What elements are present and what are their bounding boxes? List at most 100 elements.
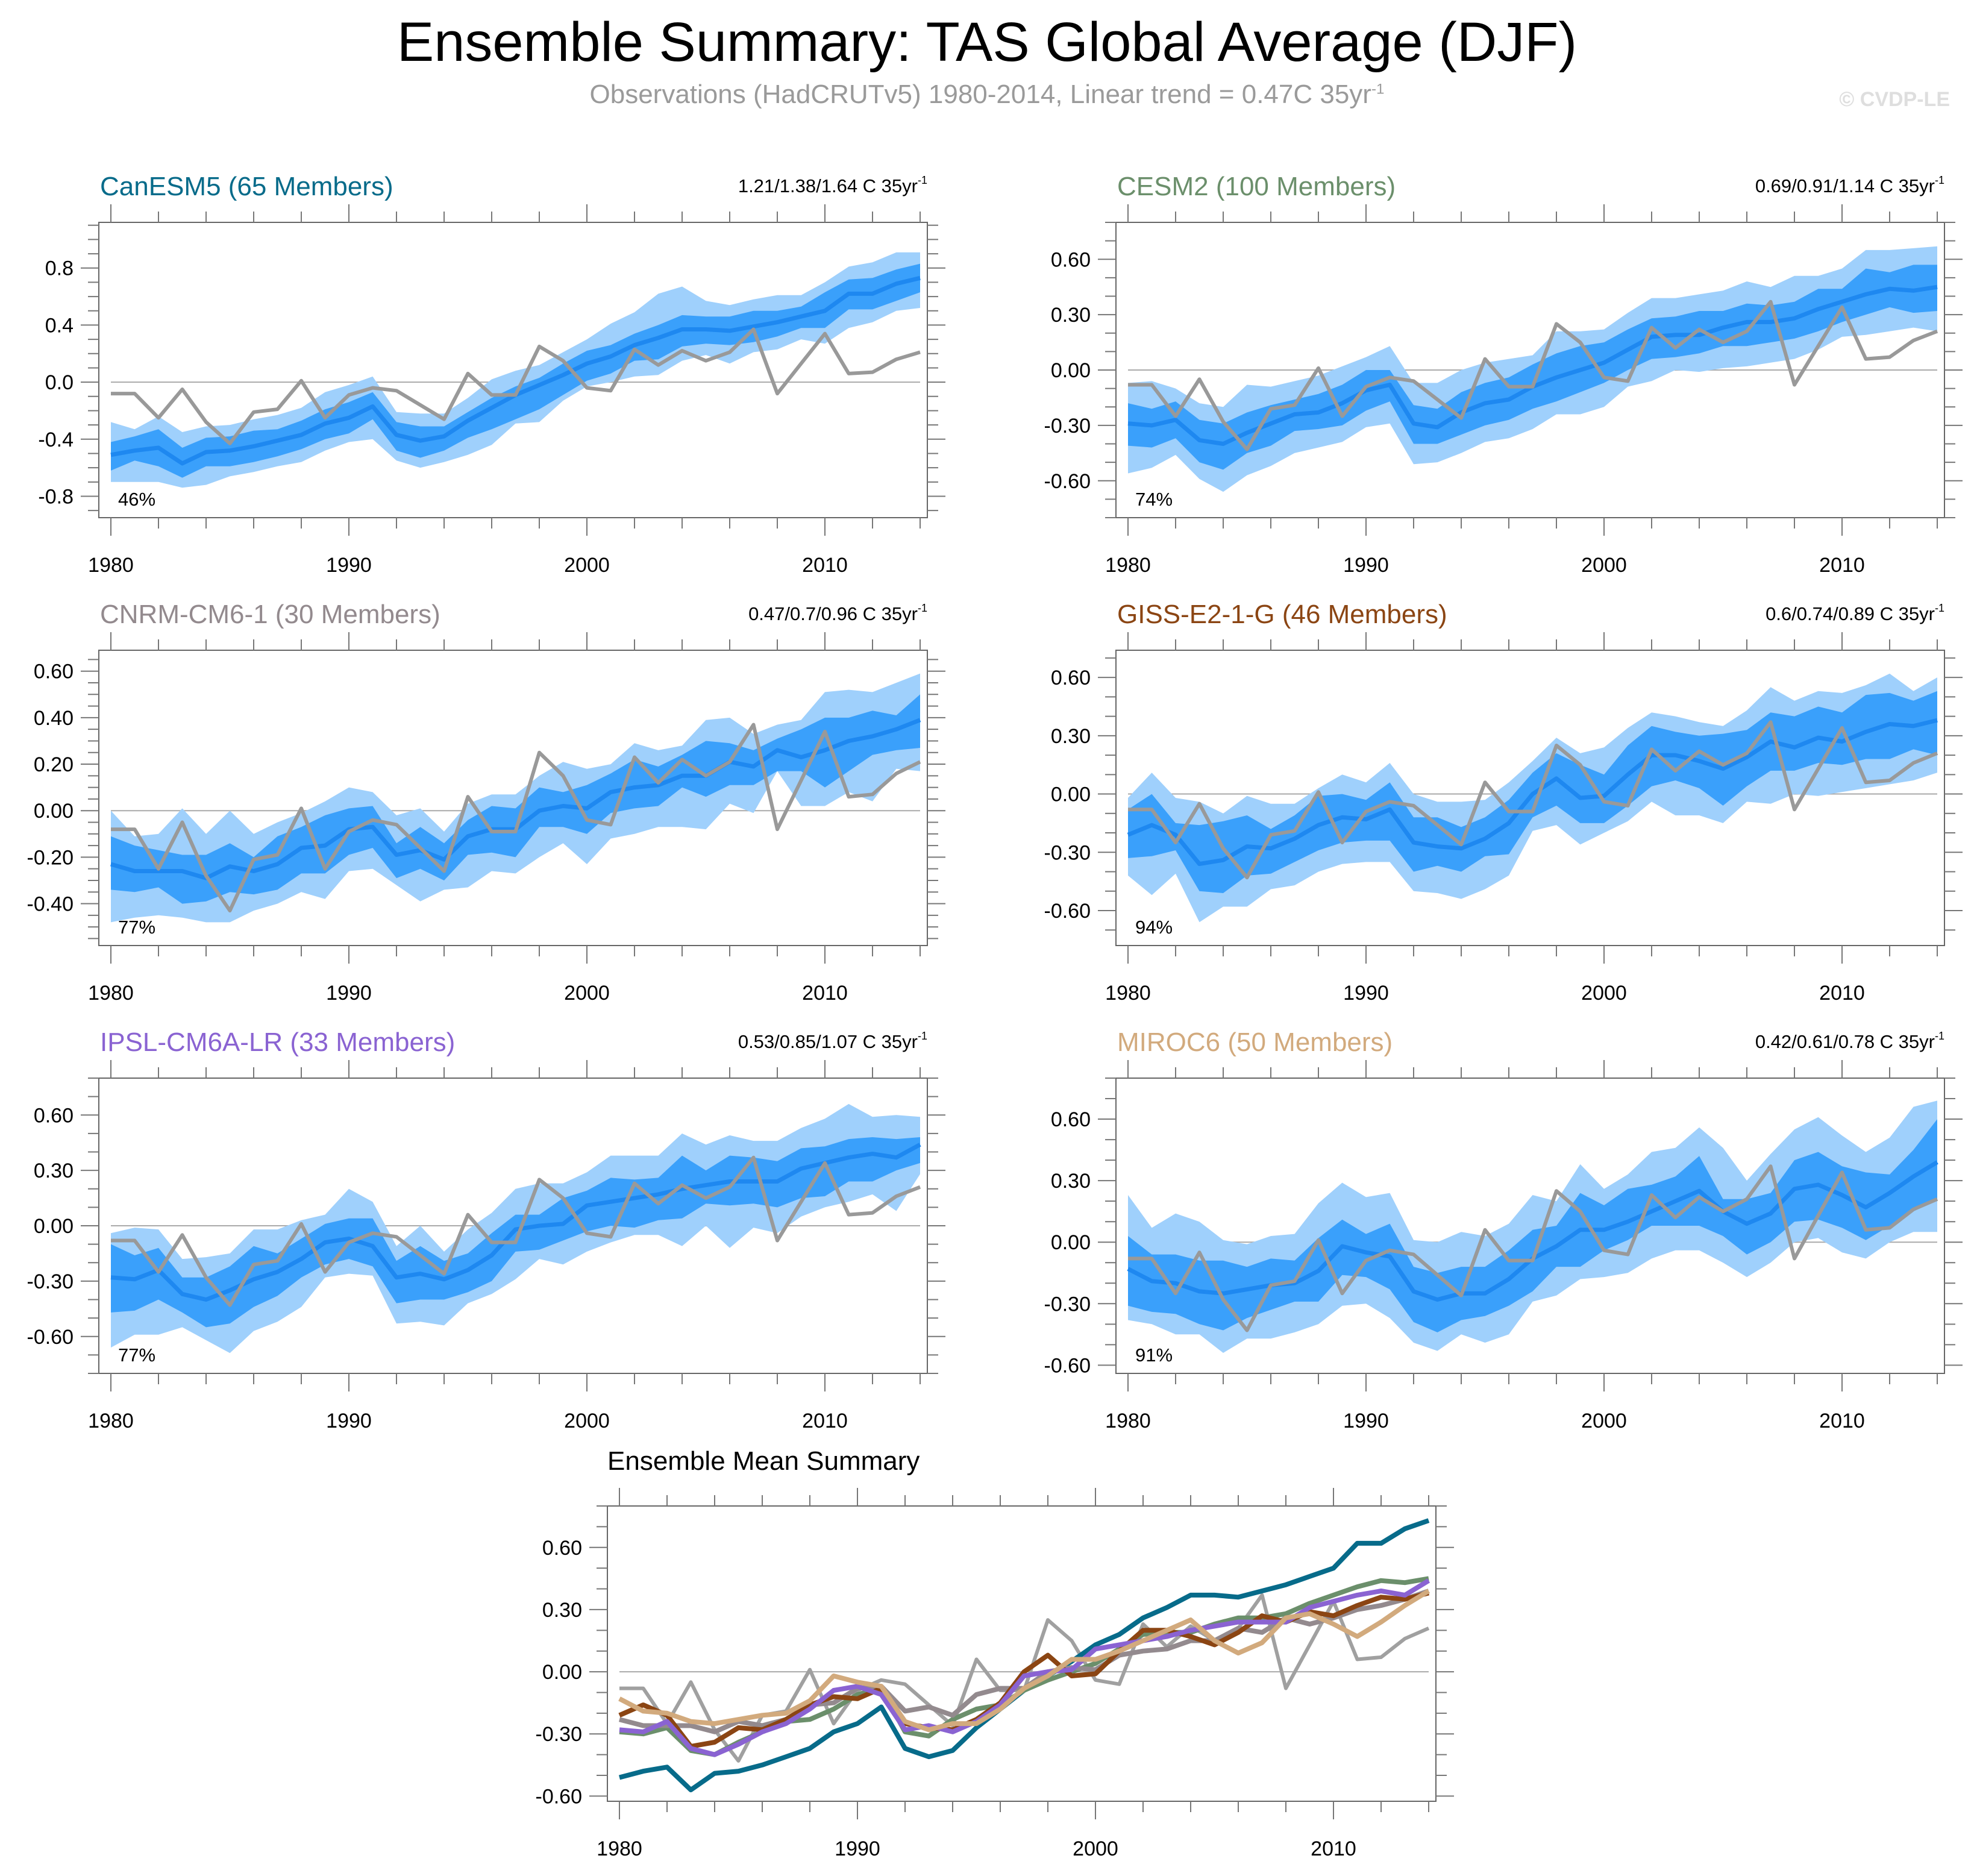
y-tick-label: 0.30 bbox=[542, 1599, 582, 1622]
x-tick-label: 1980 bbox=[88, 554, 134, 577]
subtitle-superscript: -1 bbox=[1371, 81, 1385, 98]
trend-label: 1.21/1.38/1.64 C 35yr-1 bbox=[738, 174, 927, 196]
y-tick-label: 0.20 bbox=[34, 753, 74, 776]
observations-line bbox=[111, 327, 921, 445]
panel-title: IPSL-CM6A-LR (33 Members) bbox=[100, 1027, 455, 1057]
trend-superscript: -1 bbox=[918, 174, 927, 186]
trend-label: 0.47/0.7/0.96 C 35yr-1 bbox=[748, 602, 927, 624]
y-tick-label: 0.00 bbox=[1051, 783, 1091, 806]
x-tick-label: 1990 bbox=[1343, 982, 1389, 1005]
panel-1: CanESM5 (65 Members) 1.21/1.38/1.64 C 35y… bbox=[38, 172, 945, 577]
observations-line bbox=[111, 1155, 921, 1307]
y-tick-label: 0.4 bbox=[45, 314, 74, 337]
y-tick-label: 0.60 bbox=[1051, 1108, 1091, 1131]
y-tick-label: -0.60 bbox=[27, 1326, 74, 1349]
panel-title: GISS-E2-1-G (46 Members) bbox=[1117, 600, 1447, 629]
y-tick-label: -0.30 bbox=[536, 1723, 583, 1746]
y-tick-label: 0.60 bbox=[1051, 667, 1091, 689]
y-tick-label: 0.0 bbox=[45, 371, 74, 394]
y-tick-label: 0.30 bbox=[1051, 304, 1091, 327]
outer-range-band bbox=[1128, 1100, 1937, 1353]
y-tick-label: -0.30 bbox=[27, 1270, 74, 1293]
x-tick-label: 2010 bbox=[1819, 1410, 1865, 1432]
y-tick-label: 0.60 bbox=[34, 1104, 74, 1127]
y-tick-label: 0.00 bbox=[1051, 359, 1091, 382]
y-tick-label: -0.8 bbox=[38, 485, 74, 508]
percent-label: 74% bbox=[1135, 489, 1173, 510]
summary-title: Ensemble Mean Summary bbox=[607, 1446, 920, 1476]
inner-range-band bbox=[1128, 265, 1937, 470]
percent-label: 91% bbox=[1135, 1344, 1173, 1366]
trend-superscript: -1 bbox=[1935, 602, 1944, 614]
x-tick-label: 2010 bbox=[1311, 1837, 1356, 1860]
y-tick-label: -0.60 bbox=[1044, 470, 1091, 493]
x-tick-label: 2010 bbox=[802, 554, 848, 577]
x-tick-label: 2000 bbox=[564, 554, 610, 577]
trend-text: 0.42/0.61/0.78 C 35yr bbox=[1755, 1031, 1935, 1052]
x-tick-label: 2000 bbox=[564, 1410, 610, 1432]
y-tick-label: 0.8 bbox=[45, 257, 74, 280]
y-tick-label: 0.00 bbox=[542, 1661, 582, 1684]
plot-area bbox=[110, 1103, 921, 1354]
y-tick-label: -0.40 bbox=[27, 893, 74, 916]
model-mean-line-1 bbox=[618, 1518, 1430, 1793]
plot-frame bbox=[1115, 1078, 1945, 1374]
x-tick-label: 1980 bbox=[1105, 1410, 1151, 1432]
panel-2: CESM2 (100 Members) 0.69/0.91/1.14 C 35yr… bbox=[1044, 172, 1963, 577]
x-tick-label: 2000 bbox=[1073, 1837, 1118, 1860]
y-tick-label: -0.60 bbox=[536, 1785, 583, 1808]
y-tick-label: 0.60 bbox=[1051, 248, 1091, 271]
trend-text: 0.6/0.74/0.89 C 35yr bbox=[1766, 603, 1935, 624]
ensemble-mean-line bbox=[110, 1143, 921, 1302]
plot-frame bbox=[1115, 650, 1945, 946]
x-tick-label: 2010 bbox=[1819, 982, 1865, 1005]
panel-6: MIROC6 (50 Members) 0.42/0.61/0.78 C 35yr… bbox=[1044, 1027, 1963, 1432]
x-tick-label: 1990 bbox=[1343, 554, 1389, 577]
watermark: © CVDP-LE bbox=[1839, 88, 1950, 111]
y-tick-label: -0.20 bbox=[27, 846, 74, 869]
subtitle-text: Observations (HadCRUTv5) 1980-2014, Line… bbox=[589, 80, 1371, 109]
x-tick-label: 1980 bbox=[1105, 982, 1151, 1005]
panel-title: CESM2 (100 Members) bbox=[1117, 172, 1396, 201]
observations-line bbox=[1128, 720, 1938, 880]
y-tick-label: -0.60 bbox=[1044, 900, 1091, 923]
inner-range-band bbox=[111, 694, 920, 904]
x-tick-label: 2000 bbox=[1581, 1410, 1627, 1432]
y-tick-label: 0.30 bbox=[1051, 1170, 1091, 1193]
trend-superscript: -1 bbox=[918, 602, 927, 614]
trend-label: 0.6/0.74/0.89 C 35yr-1 bbox=[1766, 602, 1944, 624]
x-tick-label: 1990 bbox=[1343, 1410, 1389, 1432]
x-tick-label: 2000 bbox=[1581, 554, 1627, 577]
x-tick-label: 2000 bbox=[564, 982, 610, 1005]
y-tick-label: 0.60 bbox=[34, 660, 74, 683]
x-tick-label: 2010 bbox=[802, 982, 848, 1005]
trend-superscript: -1 bbox=[1935, 174, 1944, 186]
y-tick-label: 0.00 bbox=[1051, 1231, 1091, 1254]
plot-frame bbox=[98, 650, 928, 946]
plot-frame bbox=[98, 222, 928, 518]
percent-label: 77% bbox=[118, 1344, 155, 1366]
y-tick-label: -0.30 bbox=[1044, 841, 1091, 864]
y-tick-label: -0.30 bbox=[1044, 415, 1091, 438]
panel-title: CanESM5 (65 Members) bbox=[100, 172, 393, 201]
x-tick-label: 2010 bbox=[802, 1410, 848, 1432]
plot-area bbox=[1127, 1100, 1938, 1353]
panel-title: CNRM-CM6-1 (30 Members) bbox=[100, 600, 440, 629]
plot-area bbox=[110, 673, 921, 923]
inner-range-band bbox=[111, 263, 920, 478]
plot-area bbox=[1127, 673, 1938, 923]
plot-area bbox=[618, 1518, 1430, 1793]
panel-3: CNRM-CM6-1 (30 Members) 0.47/0.7/0.96 C 3… bbox=[27, 600, 945, 1005]
observations-line bbox=[1128, 300, 1938, 451]
plot-area bbox=[1127, 246, 1938, 492]
y-tick-label: 0.00 bbox=[34, 800, 74, 823]
x-tick-label: 2010 bbox=[1819, 554, 1865, 577]
y-tick-label: 0.40 bbox=[34, 707, 74, 730]
trend-text: 0.47/0.7/0.96 C 35yr bbox=[748, 603, 918, 624]
y-tick-label: -0.4 bbox=[38, 428, 74, 451]
model-mean-line-6 bbox=[618, 1589, 1430, 1733]
x-tick-label: 1980 bbox=[597, 1837, 642, 1860]
trend-label: 0.69/0.91/1.14 C 35yr-1 bbox=[1755, 174, 1944, 196]
panel-title: MIROC6 (50 Members) bbox=[1117, 1027, 1393, 1057]
